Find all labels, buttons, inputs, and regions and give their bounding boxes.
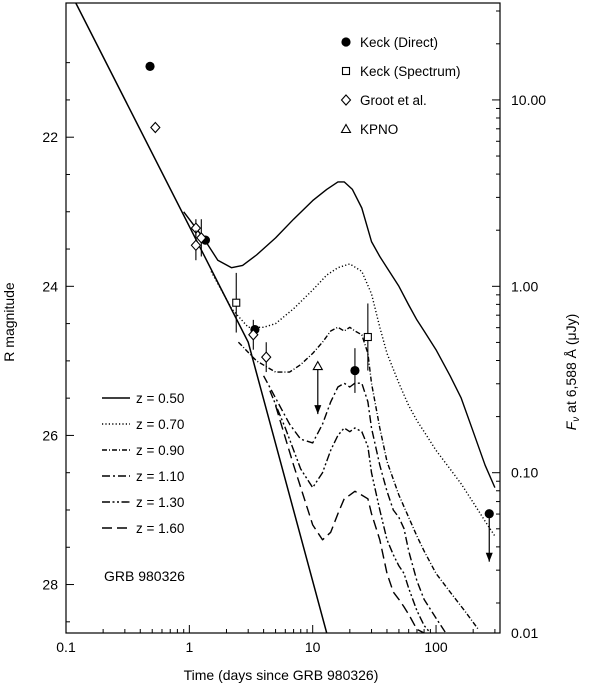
data-point-0-4 [484, 509, 494, 519]
y2-tick-label: 1.00 [511, 278, 538, 294]
tick-marks [65, 10, 500, 633]
model-curve-0 [183, 181, 496, 488]
legend-marker-1 [341, 66, 351, 76]
model-curve-5 [274, 405, 425, 633]
right-axis-title: Fν at 6,588 Å (μJy) [563, 314, 582, 431]
y-tick-label: 28 [42, 577, 58, 593]
legend-label-0: Keck (Direct) [360, 35, 438, 50]
model-curve-2 [237, 326, 479, 630]
axes [65, 2, 501, 634]
data-point-2-0 [150, 121, 161, 134]
legend-line-label-4: z = 1.30 [136, 495, 184, 510]
data-point-1-1 [363, 332, 372, 342]
y2-tick-label: 0.01 [511, 625, 538, 641]
upper-limit-arrow-head [485, 552, 493, 562]
legend-line-label-1: z = 0.70 [136, 417, 184, 432]
right-axis-title-sub: ν [571, 417, 582, 422]
x-tick-label: 0.1 [56, 639, 76, 655]
plot-frame [65, 2, 501, 634]
x-tick-label: 100 [424, 639, 448, 655]
legend-line-label-5: z = 1.60 [136, 521, 184, 536]
model-curve-1 [210, 263, 496, 537]
line-legend: z = 0.50 z = 0.70 z = 0.90 z = 1.10 z = 1.30… [102, 391, 184, 536]
legend-marker-3 [340, 123, 352, 134]
y-axis-title: R magnitude [1, 282, 17, 362]
data-point-0-3 [350, 365, 360, 376]
x-axis-title: Time (days since GRB 980326) [184, 667, 379, 683]
x-tick-label: 1 [185, 639, 193, 655]
right-axis-title-main: F [563, 420, 579, 430]
legend-label-2: Groot et al. [360, 93, 427, 108]
legend-line-label-3: z = 1.10 [136, 469, 184, 484]
x-tick-label: 10 [305, 639, 321, 655]
data-point-2-2 [190, 239, 202, 252]
model-curve-3 [262, 375, 447, 633]
y-tick-label: 22 [42, 129, 58, 145]
data-point-2-5 [260, 351, 272, 363]
y2-tick-label: 0.10 [511, 465, 538, 481]
marker-legend: Keck (Direct) Keck (Spectrum) Groot et al.… [340, 35, 461, 137]
legend-line-label-2: z = 0.90 [136, 443, 184, 458]
model-curves [75, 3, 496, 633]
legend-label-1: Keck (Spectrum) [360, 64, 461, 79]
y-tick-label: 26 [42, 427, 58, 443]
afterglow-curve [75, 3, 328, 633]
y-tick-label: 24 [42, 278, 58, 294]
data-point-1-0 [232, 298, 241, 307]
data-point-0-0 [145, 61, 155, 71]
y2-tick-label: 10.00 [511, 92, 546, 108]
upper-limit-arrow-head [314, 405, 322, 415]
legend-marker-2 [340, 94, 352, 106]
right-axis-title-rest: at 6,588 Å (μJy) [563, 314, 579, 417]
data-point-2-3 [196, 232, 207, 244]
data-point-2-4 [248, 328, 259, 341]
data-points [145, 61, 494, 562]
tick-labels: 0.1 1 10 100 22 24 26 28 10.00 1.00 0.10 0.01 [42, 92, 546, 655]
grb-annotation: GRB 980326 [104, 568, 185, 584]
model-curve-4 [269, 390, 431, 633]
legend-marker-0 [341, 37, 351, 47]
legend-label-3: KPNO [360, 122, 398, 137]
legend-line-label-0: z = 0.50 [136, 391, 184, 406]
data-point-3-0 [312, 360, 324, 371]
